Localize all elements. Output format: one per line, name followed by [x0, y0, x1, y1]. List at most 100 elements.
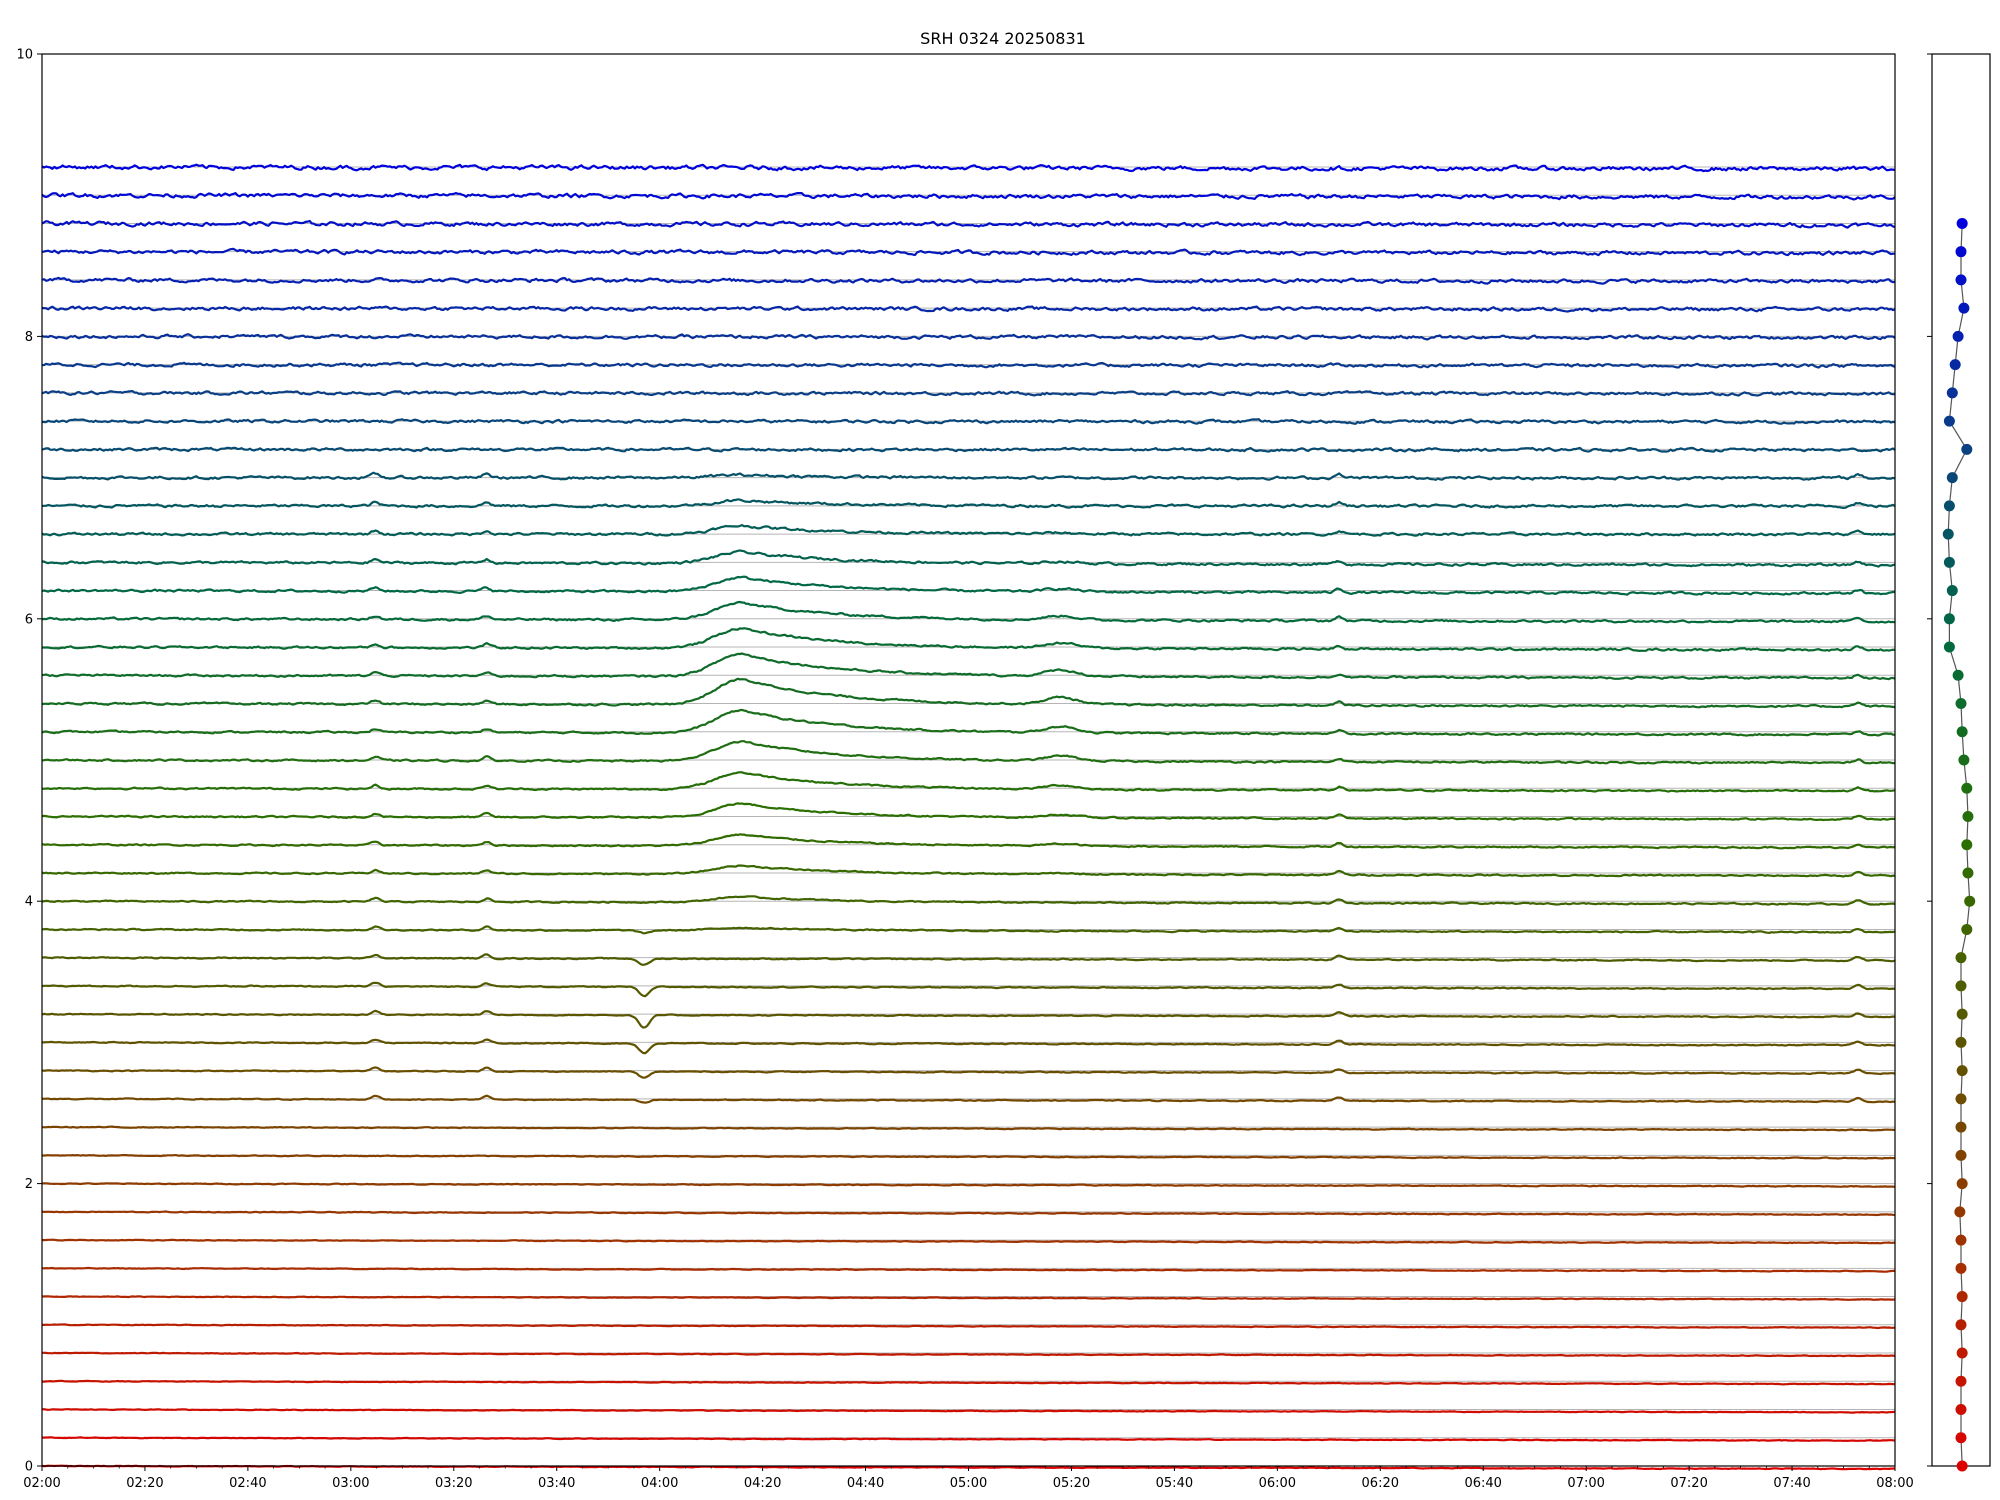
- series-line-39: [41, 361, 1896, 369]
- side-point-20: [1964, 895, 1976, 907]
- series-line-17: [41, 981, 1896, 998]
- x-tick-label-16: 07:20: [1670, 1476, 1707, 1491]
- series-line-23: [41, 802, 1895, 822]
- side-point-6: [1956, 1291, 1968, 1303]
- side-point-16: [1956, 1008, 1968, 1020]
- series-line-24: [41, 771, 1896, 793]
- side-point-38: [1946, 387, 1958, 399]
- side-point-13: [1955, 1093, 1967, 1105]
- series-line-16: [41, 1009, 1896, 1029]
- side-point-22: [1961, 839, 1973, 851]
- side-point-2: [1955, 1404, 1967, 1416]
- side-point-10: [1956, 1178, 1968, 1190]
- side-point-5: [1955, 1319, 1967, 1331]
- series-line-43: [41, 247, 1896, 257]
- series-line-38: [41, 390, 1896, 397]
- series-line-29: [42, 627, 1896, 652]
- series-line-31: [41, 575, 1896, 596]
- series-line-12: [42, 1125, 1895, 1132]
- side-point-0: [1956, 1460, 1968, 1472]
- series-line-32: [41, 549, 1896, 568]
- series-line-26: [41, 708, 1896, 737]
- side-point-27: [1955, 698, 1967, 710]
- series-line-15: [42, 1038, 1896, 1055]
- x-tick-label-5: 03:40: [538, 1476, 575, 1491]
- series-line-28: [41, 652, 1896, 681]
- side-point-15: [1955, 1036, 1967, 1048]
- side-panel-axes: [1927, 53, 1991, 1472]
- side-point-3: [1955, 1375, 1967, 1387]
- side-point-33: [1942, 528, 1954, 540]
- y-tick-label-3: 6: [25, 612, 33, 627]
- x-tick-label-11: 05:40: [1156, 1476, 1193, 1491]
- side-point-43: [1955, 246, 1967, 258]
- x-tick-label-1: 02:20: [126, 1476, 163, 1491]
- series-line-40: [41, 333, 1896, 341]
- y-tick-label-5: 10: [16, 48, 33, 63]
- side-point-18: [1955, 952, 1967, 964]
- side-point-32: [1943, 556, 1955, 568]
- side-point-12: [1955, 1121, 1967, 1133]
- series-line-46: [41, 163, 1896, 173]
- side-point-19: [1961, 923, 1973, 935]
- side-point-25: [1958, 754, 1970, 766]
- series-line-14: [41, 1066, 1896, 1079]
- side-point-29: [1943, 641, 1955, 653]
- series-line-3: [41, 1379, 1896, 1386]
- series-line-1: [41, 1436, 1896, 1442]
- series-line-18: [41, 953, 1896, 966]
- side-point-21: [1962, 867, 1974, 879]
- x-tick-label-17: 07:40: [1773, 1476, 1810, 1491]
- side-point-42: [1955, 274, 1967, 286]
- x-tick-label-12: 06:00: [1259, 1476, 1296, 1491]
- side-point-8: [1955, 1234, 1967, 1246]
- side-point-23: [1962, 810, 1974, 822]
- series-line-41: [42, 305, 1896, 313]
- series-line-5: [42, 1323, 1896, 1330]
- series-line-34: [41, 498, 1896, 509]
- side-point-40: [1952, 330, 1964, 342]
- x-tick-label-7: 04:20: [744, 1476, 781, 1491]
- series-line-9: [41, 1210, 1896, 1217]
- chart-title: SRH 0324 20250831: [920, 29, 1086, 48]
- series-line-27: [41, 677, 1896, 709]
- series-line-13: [41, 1094, 1896, 1104]
- side-point-44: [1956, 217, 1968, 229]
- side-point-37: [1943, 415, 1955, 427]
- side-point-17: [1955, 980, 1967, 992]
- side-point-39: [1949, 359, 1961, 371]
- series-line-30: [41, 600, 1896, 624]
- series-line-11: [42, 1154, 1896, 1160]
- side-point-11: [1955, 1149, 1967, 1161]
- side-point-34: [1943, 500, 1955, 512]
- series-line-37: [41, 418, 1896, 425]
- side-point-9: [1954, 1206, 1966, 1218]
- side-point-24: [1961, 782, 1973, 794]
- series-line-33: [41, 524, 1896, 537]
- side-point-7: [1955, 1262, 1967, 1274]
- series-line-6: [41, 1295, 1896, 1301]
- y-tick-label-0: 0: [25, 1460, 33, 1475]
- series-line-44: [41, 219, 1896, 229]
- x-tick-label-18: 08:00: [1876, 1476, 1913, 1491]
- x-tick-label-14: 06:40: [1464, 1476, 1501, 1491]
- side-point-30: [1943, 613, 1955, 625]
- series-line-35: [41, 471, 1896, 481]
- x-tick-label-15: 07:00: [1567, 1476, 1604, 1491]
- side-point-14: [1956, 1065, 1968, 1077]
- series-line-42: [41, 276, 1896, 285]
- series-line-19: [41, 925, 1896, 935]
- series-line-7: [42, 1266, 1895, 1273]
- x-tick-label-2: 02:40: [229, 1476, 266, 1491]
- series-line-8: [41, 1238, 1896, 1245]
- side-point-41: [1958, 302, 1970, 314]
- x-tick-label-10: 05:20: [1053, 1476, 1090, 1491]
- series-line-45: [41, 192, 1896, 201]
- side-point-26: [1956, 726, 1968, 738]
- series-line-21: [41, 864, 1896, 878]
- side-point-28: [1952, 669, 1964, 681]
- series-line-22: [41, 833, 1896, 850]
- series-line-4: [42, 1351, 1896, 1358]
- x-tick-label-6: 04:00: [641, 1476, 678, 1491]
